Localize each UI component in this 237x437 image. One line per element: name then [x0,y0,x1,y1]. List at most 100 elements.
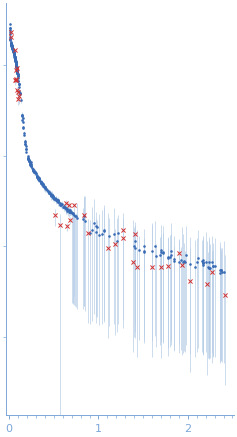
Point [68,207,72,214]
Point [56,198,60,205]
Point [55,196,58,203]
Point [26,154,30,161]
Point [36,173,40,180]
Point [15,66,19,73]
Point [90,227,94,234]
Point [9,40,13,47]
Point [95,223,99,230]
Point [40,180,44,187]
Point [94,222,98,229]
Point [10,42,14,49]
Point [13,54,17,61]
Point [11,46,14,53]
Point [28,160,32,167]
Point [159,246,163,253]
Point [95,229,98,236]
Point [26,155,30,162]
Point [39,179,42,186]
Point [49,191,53,198]
Point [15,68,19,75]
Point [42,183,46,190]
Point [65,206,69,213]
Point [51,193,55,200]
Point [158,251,162,258]
Point [22,131,26,138]
Point [58,221,62,228]
Point [161,248,165,255]
Point [161,249,164,256]
Point [15,68,19,75]
Point [71,209,75,216]
Point [207,264,211,271]
Point [74,213,78,220]
Point [39,180,43,187]
Point [21,118,25,125]
Point [54,196,58,203]
Point [12,48,15,55]
Point [202,257,205,264]
Point [15,67,19,74]
Point [16,73,20,80]
Point [56,197,60,204]
Point [132,258,135,265]
Point [150,263,154,270]
Point [16,77,20,84]
Point [38,177,42,184]
Point [33,168,37,175]
Point [29,162,32,169]
Point [8,30,12,37]
Point [12,50,16,57]
Point [53,195,56,202]
Point [10,44,14,51]
Point [82,212,86,219]
Point [26,154,30,161]
Point [13,55,17,62]
Point [35,173,39,180]
Point [20,111,24,118]
Point [57,199,60,206]
Point [113,241,117,248]
Point [9,41,13,48]
Point [102,226,106,233]
Point [65,222,69,229]
Point [37,174,41,181]
Point [14,76,18,83]
Point [166,254,170,261]
Point [14,47,17,54]
Point [9,40,13,47]
Point [51,193,55,200]
Point [27,156,31,163]
Point [18,90,22,97]
Point [60,201,64,208]
Point [48,190,51,197]
Point [11,46,14,53]
Point [166,262,170,269]
Point [21,123,25,130]
Point [8,21,12,28]
Point [17,78,20,85]
Point [15,69,19,76]
Point [67,207,71,214]
Point [54,197,58,204]
Point [35,173,39,180]
Point [159,264,163,271]
Point [14,58,17,65]
Point [169,247,172,254]
Point [25,146,28,153]
Point [50,192,54,199]
Point [47,189,51,196]
Point [11,46,15,53]
Point [75,215,79,222]
Point [13,51,16,58]
Point [16,95,20,102]
Point [15,64,18,71]
Point [14,61,18,68]
Point [201,259,205,266]
Point [59,201,63,208]
Point [178,250,181,257]
Point [14,63,18,70]
Point [116,230,120,237]
Point [27,157,31,164]
Point [14,61,18,68]
Point [59,201,62,208]
